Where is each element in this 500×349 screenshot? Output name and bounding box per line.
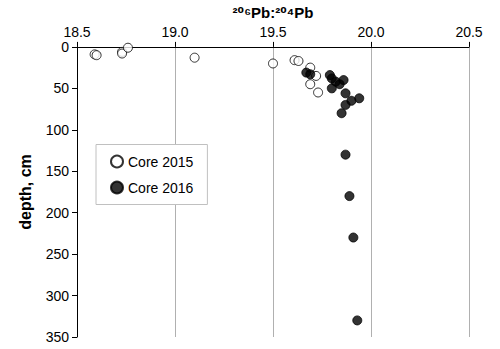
svg-text:20.0: 20.0 — [357, 24, 384, 40]
svg-text:300: 300 — [46, 288, 70, 304]
svg-text:²⁰⁶Pb:²⁰⁴Pb: ²⁰⁶Pb:²⁰⁴Pb — [233, 4, 314, 21]
svg-text:Core 2015: Core 2015 — [128, 154, 194, 170]
svg-text:Core 2016: Core 2016 — [128, 180, 194, 196]
svg-text:depth, cm: depth, cm — [17, 154, 34, 230]
svg-text:200: 200 — [46, 205, 70, 221]
svg-text:0: 0 — [61, 39, 69, 55]
svg-text:350: 350 — [46, 329, 70, 345]
svg-text:20.5: 20.5 — [455, 24, 482, 40]
svg-text:19.0: 19.0 — [161, 24, 188, 40]
svg-text:50: 50 — [53, 80, 69, 96]
svg-text:100: 100 — [46, 122, 70, 138]
svg-text:19.5: 19.5 — [259, 24, 286, 40]
svg-text:18.5: 18.5 — [63, 24, 90, 40]
svg-text:250: 250 — [46, 246, 70, 262]
svg-text:150: 150 — [46, 163, 70, 179]
